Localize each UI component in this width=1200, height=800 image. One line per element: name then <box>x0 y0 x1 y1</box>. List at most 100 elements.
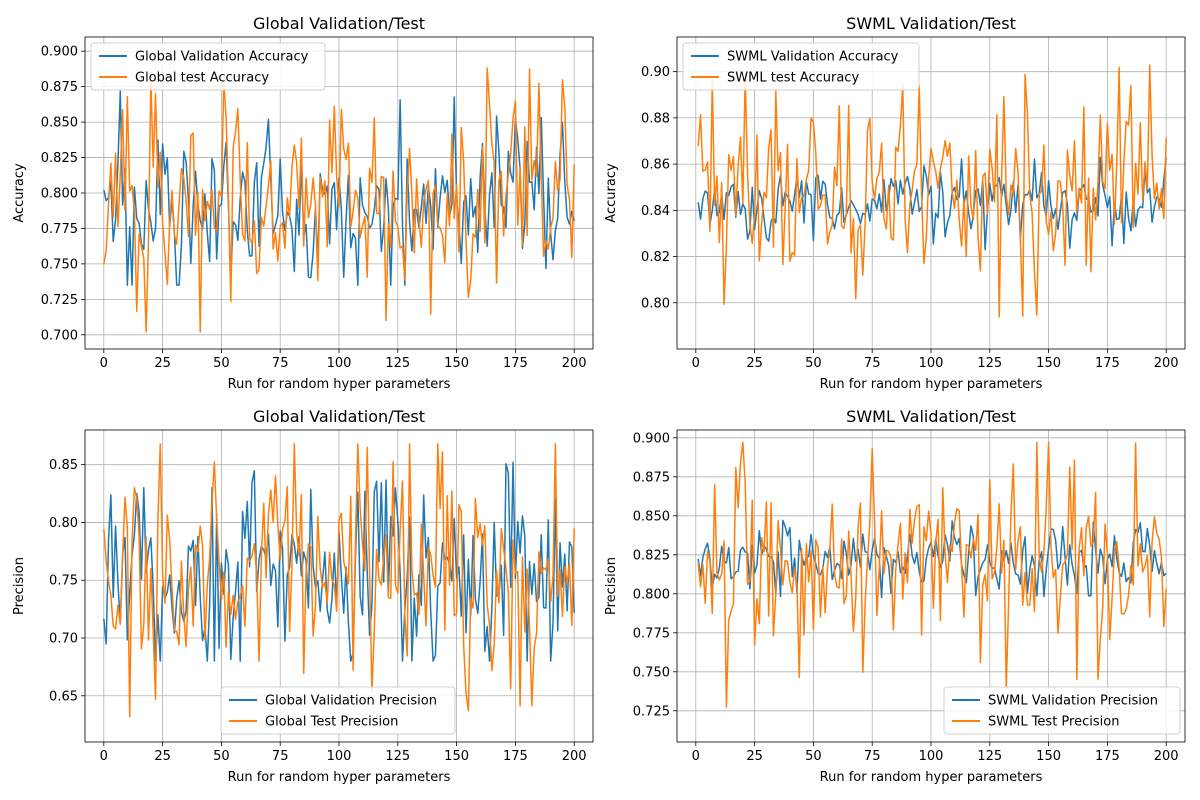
x-tick-label: 200 <box>1154 749 1179 764</box>
chart-title: Global Validation/Test <box>253 14 425 33</box>
chart-panel-4: 0 25 50 75 100 125 150 175 200 0.725 0.750 0.775 0.8… <box>604 407 1186 785</box>
x-tick-label: 50 <box>213 356 230 371</box>
y-tick-label: 0.900 <box>633 431 670 446</box>
y-axis-label: Precision <box>604 557 619 615</box>
legend: SWML Validation Accuracy SWML test Accura… <box>682 42 920 91</box>
legend-label: Global Test Precision <box>265 715 398 730</box>
y-axis-label: Precision <box>12 557 27 615</box>
y-tick-label: 0.800 <box>41 187 78 202</box>
x-tick-label: 75 <box>864 749 881 764</box>
legend-label: SWML test Accuracy <box>727 71 859 86</box>
x-tick-label: 0 <box>100 749 108 764</box>
y-tick-label: 0.775 <box>633 626 670 641</box>
x-tick-label: 25 <box>746 356 763 371</box>
legend-label: Global test Accuracy <box>135 71 269 86</box>
x-tick-label: 75 <box>864 356 881 371</box>
legend: Global Validation Accuracy Global test Ac… <box>90 42 326 91</box>
legend-frame <box>90 42 326 91</box>
x-tick-label: 50 <box>213 749 230 764</box>
y-tick-label: 0.800 <box>633 587 670 602</box>
x-tick-label: 100 <box>327 749 352 764</box>
x-tick-label: 150 <box>1036 356 1061 371</box>
chart-title: SWML Validation/Test <box>846 407 1016 426</box>
legend-label: Global Validation Precision <box>265 694 437 709</box>
x-tick-label: 0 <box>100 356 108 371</box>
y-tick-label: 0.725 <box>41 293 78 308</box>
y-axis-label: Accuracy <box>12 163 27 223</box>
legend-label: Global Validation Accuracy <box>135 50 309 65</box>
y-tick-label: 0.700 <box>41 328 78 343</box>
x-tick-label: 125 <box>385 356 410 371</box>
x-tick-label: 175 <box>503 356 528 371</box>
x-tick-label: 100 <box>919 749 944 764</box>
y-tick-label: 0.900 <box>41 45 78 60</box>
series-line-test <box>697 441 1167 708</box>
x-axis-label: Run for random hyper parameters <box>820 770 1043 785</box>
legend-label: SWML Test Precision <box>988 715 1119 730</box>
y-tick-label: 0.850 <box>633 509 670 524</box>
legend-label: SWML Validation Precision <box>988 694 1158 709</box>
x-tick-label: 75 <box>272 356 289 371</box>
chart-panel-1: 0 25 50 75 100 125 150 175 200 0.700 0.725 0.750 0.7… <box>12 14 594 392</box>
x-tick-label: 25 <box>746 749 763 764</box>
y-tick-label: 0.80 <box>641 296 670 311</box>
x-axis-label: Run for random hyper parameters <box>228 377 451 392</box>
x-tick-label: 100 <box>327 356 352 371</box>
y-tick-label: 0.65 <box>49 689 78 704</box>
y-tick-label: 0.90 <box>641 65 670 80</box>
x-tick-label: 175 <box>503 749 528 764</box>
x-tick-label: 25 <box>154 356 171 371</box>
x-tick-label: 150 <box>444 356 469 371</box>
legend-label: SWML Validation Accuracy <box>727 50 899 65</box>
x-tick-label: 200 <box>562 356 587 371</box>
y-tick-label: 0.875 <box>633 470 670 485</box>
legend-frame <box>220 686 456 735</box>
x-tick-label: 200 <box>1154 356 1179 371</box>
y-tick-label: 0.70 <box>49 632 78 647</box>
y-tick-label: 0.75 <box>49 574 78 589</box>
y-tick-label: 0.84 <box>641 204 670 219</box>
chart-title: Global Validation/Test <box>253 407 425 426</box>
series-line-test <box>103 67 575 333</box>
y-tick-label: 0.750 <box>41 257 78 272</box>
series-line-test <box>103 443 575 718</box>
y-tick-label: 0.85 <box>49 458 78 473</box>
x-tick-label: 0 <box>692 356 700 371</box>
x-tick-label: 0 <box>692 749 700 764</box>
x-tick-label: 125 <box>977 356 1002 371</box>
y-tick-label: 0.850 <box>41 116 78 131</box>
legend: Global Validation Precision Global Test P… <box>220 686 456 735</box>
chart-title: SWML Validation/Test <box>846 14 1016 33</box>
chart-panel-2: 0 25 50 75 100 125 150 175 200 0.80 0.82 0.84 0.86 0.… <box>604 14 1186 392</box>
y-tick-label: 0.825 <box>41 151 78 166</box>
x-axis-label: Run for random hyper parameters <box>820 377 1043 392</box>
series-line-test <box>697 64 1167 318</box>
x-tick-label: 25 <box>154 749 171 764</box>
x-tick-label: 125 <box>385 749 410 764</box>
legend-frame <box>943 686 1181 735</box>
y-tick-label: 0.775 <box>41 222 78 237</box>
x-tick-label: 50 <box>805 749 822 764</box>
legend: SWML Validation Precision SWML Test Preci… <box>943 686 1181 735</box>
y-tick-label: 0.825 <box>633 548 670 563</box>
y-tick-label: 0.86 <box>641 158 670 173</box>
x-tick-label: 75 <box>272 749 289 764</box>
y-tick-label: 0.88 <box>641 111 670 126</box>
y-axis-label: Accuracy <box>604 163 619 223</box>
x-tick-label: 150 <box>1036 749 1061 764</box>
y-tick-label: 0.82 <box>641 250 670 265</box>
y-tick-label: 0.80 <box>49 516 78 531</box>
y-tick-label: 0.875 <box>41 80 78 95</box>
y-tick-label: 0.750 <box>633 665 670 680</box>
x-tick-label: 125 <box>977 749 1002 764</box>
x-tick-label: 175 <box>1095 356 1120 371</box>
chart-panel-3: 0 25 50 75 100 125 150 175 200 0.65 0.70 0.75 0.80 0.… <box>12 407 594 785</box>
x-tick-label: 50 <box>805 356 822 371</box>
x-tick-label: 150 <box>444 749 469 764</box>
x-axis-label: Run for random hyper parameters <box>228 770 451 785</box>
y-tick-label: 0.725 <box>633 704 670 719</box>
legend-frame <box>682 42 920 91</box>
x-tick-label: 175 <box>1095 749 1120 764</box>
x-tick-label: 100 <box>919 356 944 371</box>
